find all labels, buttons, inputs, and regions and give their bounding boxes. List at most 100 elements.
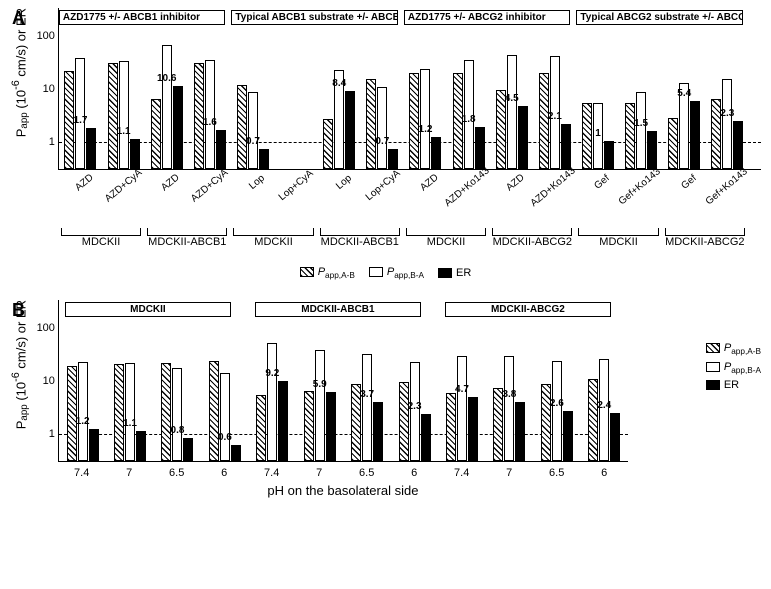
cell-line-bracket: MDCKII-ABCB1 bbox=[147, 228, 227, 248]
bar-group: 1.1 bbox=[106, 322, 153, 461]
er-value-label: 3.8 bbox=[502, 389, 516, 400]
x-tick-label: Gef bbox=[593, 173, 612, 192]
bar-papp-ab bbox=[323, 119, 333, 169]
bar-er bbox=[468, 397, 478, 461]
bar-er bbox=[345, 91, 355, 169]
bar-papp-ba bbox=[75, 58, 85, 169]
bar-er bbox=[373, 402, 383, 461]
er-value-label: 5.9 bbox=[313, 379, 327, 390]
bar-er bbox=[690, 101, 700, 169]
x-tick-label: 7 bbox=[485, 467, 533, 479]
x-tick-label: AZD+CyA bbox=[189, 167, 230, 204]
x-tick-label: AZD bbox=[159, 172, 181, 193]
bar-papp-ba bbox=[248, 92, 258, 169]
bar-er bbox=[86, 128, 96, 169]
er-value-label: 1.2 bbox=[76, 416, 90, 427]
bars-row-a: 1.71.110.61.60.78.40.71.21.84.52.111.55.… bbox=[59, 30, 761, 169]
bar-papp-ab bbox=[161, 363, 171, 461]
bar-group: 1.2 bbox=[404, 30, 447, 169]
bar-group: 2.4 bbox=[581, 322, 628, 461]
x-tick-label: 6.5 bbox=[343, 467, 391, 479]
er-value-label: 3.7 bbox=[360, 389, 374, 400]
er-value-label: 2.3 bbox=[408, 401, 422, 412]
x-tick-label: 7.4 bbox=[248, 467, 296, 479]
bar-group: 4.7 bbox=[438, 322, 485, 461]
cell-line-bracket: MDCKII bbox=[233, 228, 313, 248]
bar-papp-ab bbox=[399, 382, 409, 461]
bar-group: 1.8 bbox=[447, 30, 490, 169]
bar-group: 5.9 bbox=[296, 322, 343, 461]
cell-line-bracket: MDCKII bbox=[406, 228, 486, 248]
bar-papp-ab bbox=[114, 364, 124, 461]
bar-papp-ba bbox=[78, 362, 88, 461]
bar-er bbox=[421, 414, 431, 462]
er-value-label: 1.6 bbox=[203, 117, 217, 128]
bar-er bbox=[475, 127, 485, 169]
bar-papp-ba bbox=[636, 92, 646, 169]
x-tick-label: Gef+Ko143 bbox=[703, 166, 749, 207]
subgroup-headers-b: MDCKIIMDCKII-ABCB1MDCKII-ABCG2 bbox=[59, 302, 628, 320]
bar-group: 3.8 bbox=[486, 322, 533, 461]
bar-er bbox=[326, 392, 336, 462]
er-value-label: 5.4 bbox=[677, 88, 691, 99]
bar-er bbox=[216, 130, 226, 169]
cell-line-bracket: MDCKII-ABCG2 bbox=[492, 228, 572, 248]
plot-area-b: MDCKIIMDCKII-ABCB1MDCKII-ABCG2 1.21.10.8… bbox=[58, 300, 628, 462]
bar-group: 2.6 bbox=[533, 322, 580, 461]
y-axis-ticks-b: 100101 bbox=[34, 300, 58, 440]
bar-group: 1.5 bbox=[620, 30, 663, 169]
bar-group: 1.7 bbox=[59, 30, 102, 169]
x-tick-label: 6 bbox=[200, 467, 248, 479]
bar-papp-ab bbox=[256, 395, 266, 461]
x-tick-label: AZD bbox=[418, 172, 440, 193]
bar-er bbox=[388, 149, 398, 169]
bar-papp-ba bbox=[119, 61, 129, 169]
bar-papp-ba bbox=[220, 373, 230, 461]
er-value-label: 1.2 bbox=[419, 124, 433, 135]
bar-group: 10.6 bbox=[145, 30, 188, 169]
bar-er bbox=[130, 139, 140, 169]
bar-group: 2.3 bbox=[706, 30, 749, 169]
er-value-label: 0.6 bbox=[218, 432, 232, 443]
x-tick-label: 7.4 bbox=[58, 467, 106, 479]
bars-row-b: 1.21.10.80.69.25.93.72.34.73.82.62.4 bbox=[59, 322, 628, 461]
bar-papp-ba bbox=[420, 69, 430, 169]
x-ticks-b: 7.476.567.476.567.476.56 bbox=[58, 462, 628, 479]
x-tick-label: Gef bbox=[679, 173, 698, 192]
er-value-label: 0.7 bbox=[375, 136, 389, 147]
bar-er bbox=[561, 124, 571, 169]
x-ticks-a: AZDAZD+CyAAZDAZD+CyALopLop+CyALopLop+CyA… bbox=[58, 170, 761, 228]
er-value-label: 10.6 bbox=[157, 73, 176, 84]
bar-papp-ab bbox=[446, 393, 456, 461]
bar-papp-ab bbox=[588, 379, 598, 461]
bar-papp-ab bbox=[582, 103, 592, 169]
bar-group: 4.5 bbox=[490, 30, 533, 169]
bar-papp-ba bbox=[552, 361, 562, 461]
bar-group: 1.2 bbox=[59, 322, 106, 461]
bar-group: 1 bbox=[576, 30, 619, 169]
bar-papp-ba bbox=[507, 55, 517, 169]
subgroup-headers-a: AZD1775 +/- ABCB1 inhibitorTypical ABCB1… bbox=[59, 10, 761, 28]
bar-er bbox=[136, 431, 146, 461]
er-value-label: 1 bbox=[595, 128, 601, 139]
x-tick-label: Gef+Ko143 bbox=[617, 166, 663, 207]
bar-papp-ab bbox=[366, 79, 376, 169]
bar-papp-ab bbox=[668, 118, 678, 169]
er-value-label: 4.7 bbox=[455, 384, 469, 395]
bar-papp-ba bbox=[205, 60, 215, 169]
cell-line-bracket: MDCKII-ABCB1 bbox=[320, 228, 400, 248]
bar-er bbox=[259, 149, 269, 169]
x-tick-label: 7 bbox=[105, 467, 153, 479]
er-value-label: 2.3 bbox=[720, 108, 734, 119]
cell-line-bracket: MDCKII-ABCG2 bbox=[665, 228, 745, 248]
bar-group: 1.6 bbox=[188, 30, 231, 169]
y-axis-label: Papp (10-6 cm/s) or ER bbox=[10, 8, 30, 161]
panel-b: B Papp (10-6 cm/s) or ER 100101 MDCKIIMD… bbox=[10, 300, 761, 498]
bar-er bbox=[610, 413, 620, 462]
bar-papp-ab bbox=[409, 73, 419, 169]
bar-er bbox=[183, 438, 193, 461]
figure: A Papp (10-6 cm/s) or ER 100101 AZD1775 … bbox=[0, 0, 771, 526]
x-tick-label: AZD+Ko143 bbox=[529, 165, 578, 209]
bar-papp-ba bbox=[125, 363, 135, 461]
bar-papp-ab bbox=[541, 384, 551, 461]
